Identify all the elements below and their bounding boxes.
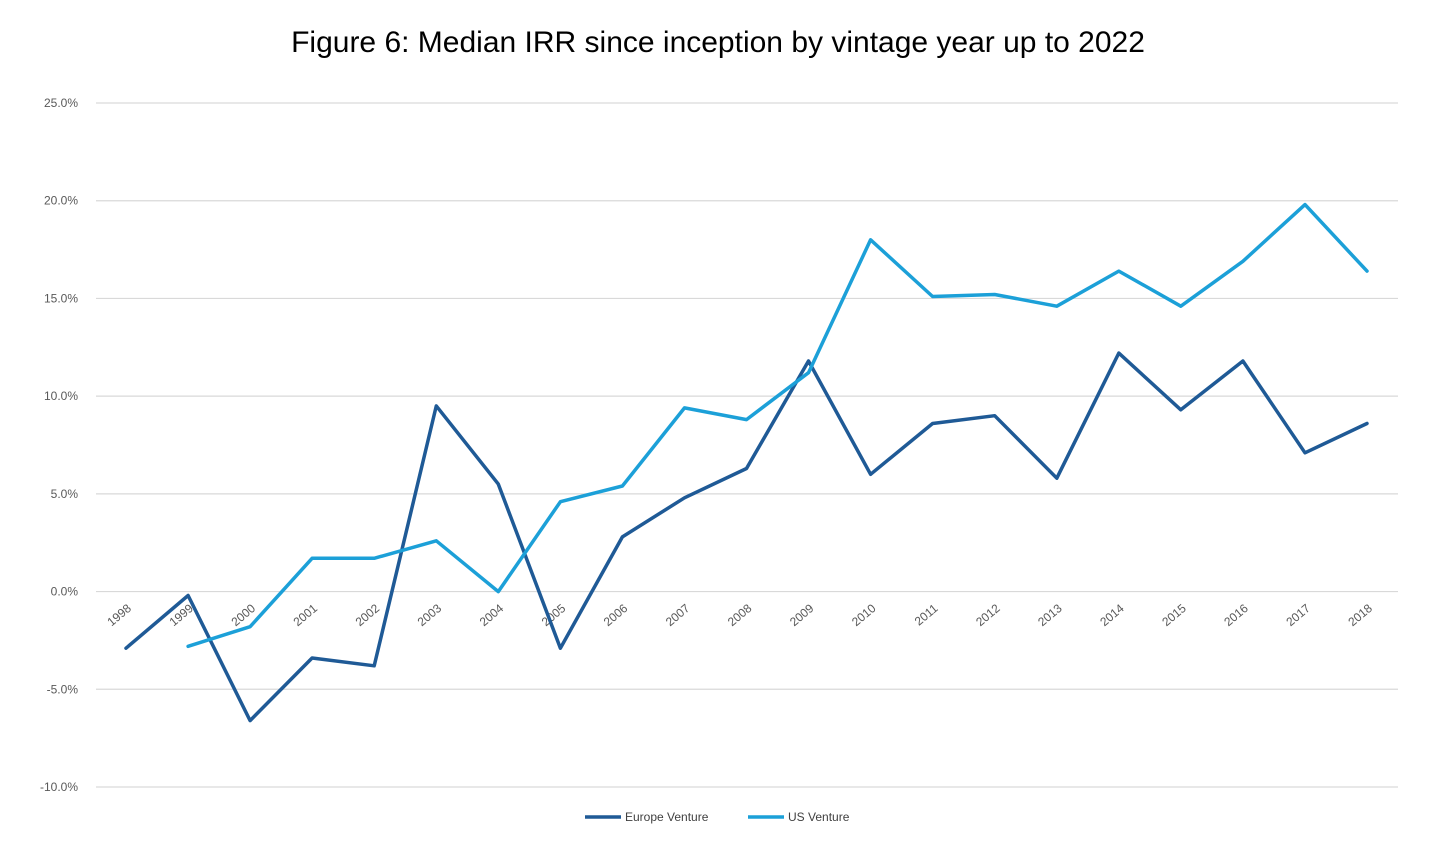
series-line-europe-venture — [124, 351, 1369, 723]
x-tick-label: 2017 — [1283, 601, 1313, 629]
x-tick-label: 2006 — [601, 601, 631, 629]
x-tick-label: 2018 — [1345, 601, 1375, 629]
legend-label: US Venture — [788, 810, 850, 824]
x-tick-label: 2013 — [1035, 601, 1065, 629]
gridlines — [96, 102, 1398, 788]
y-tick-label: 0.0% — [51, 585, 79, 599]
x-tick-label: 2016 — [1221, 601, 1251, 629]
x-tick-label: 2009 — [787, 601, 817, 629]
x-tick-label: 2007 — [663, 601, 693, 629]
x-axis-ticks: 1998 1999 2000 2001 2002 2003 2004 2005 2006 2007… — [104, 601, 1375, 629]
y-tick-label: 20.0% — [44, 194, 78, 208]
x-tick-label: 1998 — [104, 601, 134, 629]
y-tick-label: 15.0% — [44, 291, 78, 305]
x-tick-label: 2008 — [725, 601, 755, 629]
y-tick-label: 5.0% — [51, 487, 79, 501]
chart-title: Figure 6: Median IRR since inception by … — [291, 26, 1145, 59]
y-tick-label: -10.0% — [40, 780, 78, 794]
x-tick-label: 2014 — [1097, 601, 1127, 629]
x-tick-label: 2011 — [912, 601, 941, 629]
x-tick-label: 2002 — [353, 601, 383, 629]
series-lines — [124, 202, 1369, 723]
x-tick-label: 2012 — [973, 601, 1003, 629]
x-tick-label: 2010 — [849, 601, 879, 629]
y-tick-label: 10.0% — [44, 389, 78, 403]
legend-label: Europe Venture — [625, 810, 709, 824]
y-tick-label: -5.0% — [47, 682, 79, 696]
x-tick-label: 2004 — [477, 601, 507, 629]
x-tick-label: 2001 — [291, 601, 321, 629]
legend: Europe Venture US Venture — [585, 810, 850, 824]
x-tick-label: 2003 — [415, 601, 445, 629]
x-tick-label: 2015 — [1159, 601, 1189, 629]
y-tick-label: 25.0% — [44, 96, 78, 110]
series-line-us-venture — [186, 202, 1369, 649]
y-axis-ticks: 25.0% 20.0% 15.0% 10.0% 5.0% 0.0% -5.0% -10.0% — [40, 96, 78, 794]
